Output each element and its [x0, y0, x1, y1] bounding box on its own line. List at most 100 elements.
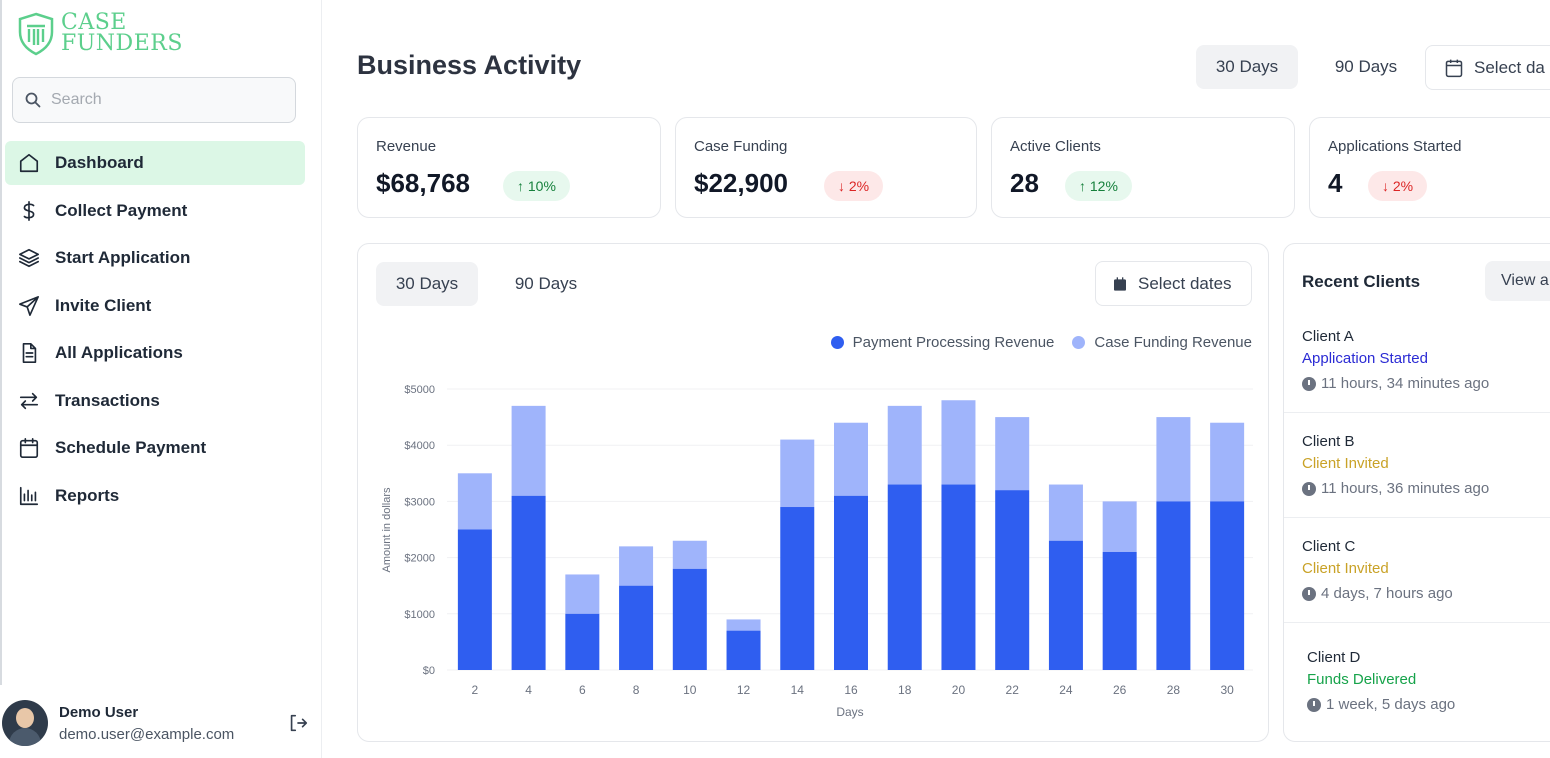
home-icon [17, 151, 41, 175]
client-item[interactable]: Client C Client Invited 4 days, 7 hours … [1302, 538, 1550, 602]
trend-badge: ↓ 2% [824, 171, 884, 201]
bar-case-funding [457, 473, 492, 530]
range-30-days-button[interactable]: 30 Days [1196, 45, 1298, 89]
x-tick-label: 4 [525, 683, 532, 697]
select-dates-label: Select da [1474, 57, 1545, 77]
bar-case-funding [887, 405, 922, 485]
bar-case-funding [1156, 417, 1191, 502]
stat-value: $68,768 [376, 168, 470, 198]
bar-payment-processing [995, 490, 1030, 670]
bar-case-funding [565, 574, 600, 614]
sidebar-edge [0, 0, 2, 685]
logout-icon[interactable] [287, 712, 309, 734]
clock-icon [1302, 586, 1316, 601]
view-all-button[interactable]: View a [1485, 261, 1550, 301]
bar-payment-processing [511, 495, 546, 670]
client-name: Client B [1302, 433, 1355, 450]
x-tick-label: 24 [1059, 683, 1073, 697]
sidebar-item-label: Transactions [55, 390, 160, 410]
sidebar-item-all-applications[interactable]: All Applications [5, 331, 305, 375]
bar-payment-processing [1210, 501, 1245, 670]
client-status: Funds Delivered [1307, 671, 1417, 688]
bar-payment-processing [834, 495, 868, 670]
client-time-text: 4 days, 7 hours ago [1321, 585, 1453, 602]
sidebar-item-schedule-payment[interactable]: Schedule Payment [5, 426, 305, 470]
bar-case-funding [619, 546, 654, 586]
client-item[interactable]: Client B Client Invited 11 hours, 36 min… [1302, 433, 1550, 497]
calendar-icon [1445, 59, 1463, 77]
stat-label: Active Clients [1010, 138, 1101, 155]
x-tick-label: 16 [844, 683, 858, 697]
calendar-icon [17, 436, 41, 460]
stat-value: $22,900 [694, 168, 788, 198]
bar-payment-processing [1156, 501, 1191, 670]
y-axis-label: Amount in dollars [381, 487, 393, 572]
divider [1284, 517, 1550, 518]
sidebar-item-transactions[interactable]: Transactions [5, 379, 305, 423]
sidebar: CASE FUNDERS Dashboard Collect Payment S… [0, 0, 322, 758]
send-icon [17, 294, 41, 318]
chart-select-dates-button[interactable]: Select dates [1095, 261, 1252, 306]
client-time-text: 11 hours, 36 minutes ago [1321, 480, 1490, 497]
sidebar-item-invite-client[interactable]: Invite Client [5, 284, 305, 328]
chart-card: 30 Days 90 Days Select dates Payment Pro… [357, 243, 1269, 742]
search-box[interactable] [12, 77, 296, 123]
sidebar-item-start-application[interactable]: Start Application [5, 236, 305, 280]
sidebar-item-label: Reports [55, 485, 120, 505]
shield-logo-icon [18, 12, 54, 56]
bar-case-funding [672, 540, 707, 569]
sidebar-nav: Dashboard Collect Payment Start Applicat… [5, 141, 305, 521]
page-title: Business Activity [357, 50, 582, 80]
client-name: Client D [1307, 649, 1361, 666]
stat-card-applications-started: Applications Started 4 ↓ 2% [1309, 117, 1550, 218]
stat-card-revenue: Revenue $68,768 ↑ 10% [357, 117, 661, 218]
sidebar-item-collect-payment[interactable]: Collect Payment [5, 189, 305, 233]
file-icon [17, 341, 41, 365]
x-axis-label: Days [836, 705, 863, 719]
client-name: Client A [1302, 328, 1354, 345]
sidebar-item-label: Dashboard [55, 153, 144, 172]
client-time: 11 hours, 34 minutes ago [1302, 375, 1550, 392]
bar-case-funding [1048, 484, 1083, 541]
calendar-icon [1114, 276, 1126, 291]
x-tick-label: 2 [472, 683, 479, 697]
chart-legend: Payment Processing Revenue Case Funding … [813, 334, 1252, 351]
range-90-days-button[interactable]: 90 Days [1334, 57, 1398, 76]
sidebar-item-label: All Applications [55, 343, 183, 362]
search-input[interactable] [51, 91, 271, 109]
x-tick-label: 14 [791, 683, 805, 697]
chart-range-30-days-button[interactable]: 30 Days [376, 262, 478, 306]
clock-icon [1307, 697, 1321, 712]
y-tick-label: $2000 [404, 553, 435, 565]
bar-payment-processing [887, 484, 922, 670]
x-tick-label: 20 [952, 683, 966, 697]
client-status: Client Invited [1302, 455, 1389, 472]
stat-card-case-funding: Case Funding $22,900 ↓ 2% [675, 117, 977, 218]
bar-payment-processing [672, 568, 707, 670]
bar-case-funding [1102, 501, 1137, 552]
bar-case-funding [995, 417, 1030, 491]
layers-icon [17, 246, 41, 270]
client-item[interactable]: Client D Funds Delivered 1 week, 5 days … [1307, 649, 1550, 713]
select-dates-button[interactable]: Select da [1425, 45, 1550, 90]
y-tick-label: $3000 [404, 496, 435, 508]
sidebar-item-label: Start Application [55, 248, 191, 267]
x-tick-label: 18 [898, 683, 912, 697]
sidebar-item-label: Schedule Payment [55, 438, 207, 457]
x-tick-label: 6 [579, 683, 586, 697]
client-time: 4 days, 7 hours ago [1302, 585, 1550, 602]
bar-payment-processing [726, 630, 761, 670]
avatar[interactable] [2, 700, 48, 746]
logo[interactable]: CASE FUNDERS [17, 12, 183, 56]
y-tick-label: $0 [423, 665, 435, 677]
client-item[interactable]: Client A Application Started 11 hours, 3… [1302, 328, 1550, 392]
sidebar-item-dashboard[interactable]: Dashboard [5, 141, 305, 185]
bar-case-funding [726, 619, 761, 631]
select-dates-label: Select dates [1138, 273, 1232, 293]
sidebar-item-reports[interactable]: Reports [5, 474, 305, 518]
chart-range-90-days-button[interactable]: 90 Days [514, 274, 578, 293]
logo-text: CASE FUNDERS [61, 12, 183, 56]
x-tick-label: 30 [1220, 683, 1234, 697]
logo-line-2: FUNDERS [61, 31, 183, 56]
x-tick-label: 28 [1167, 683, 1181, 697]
